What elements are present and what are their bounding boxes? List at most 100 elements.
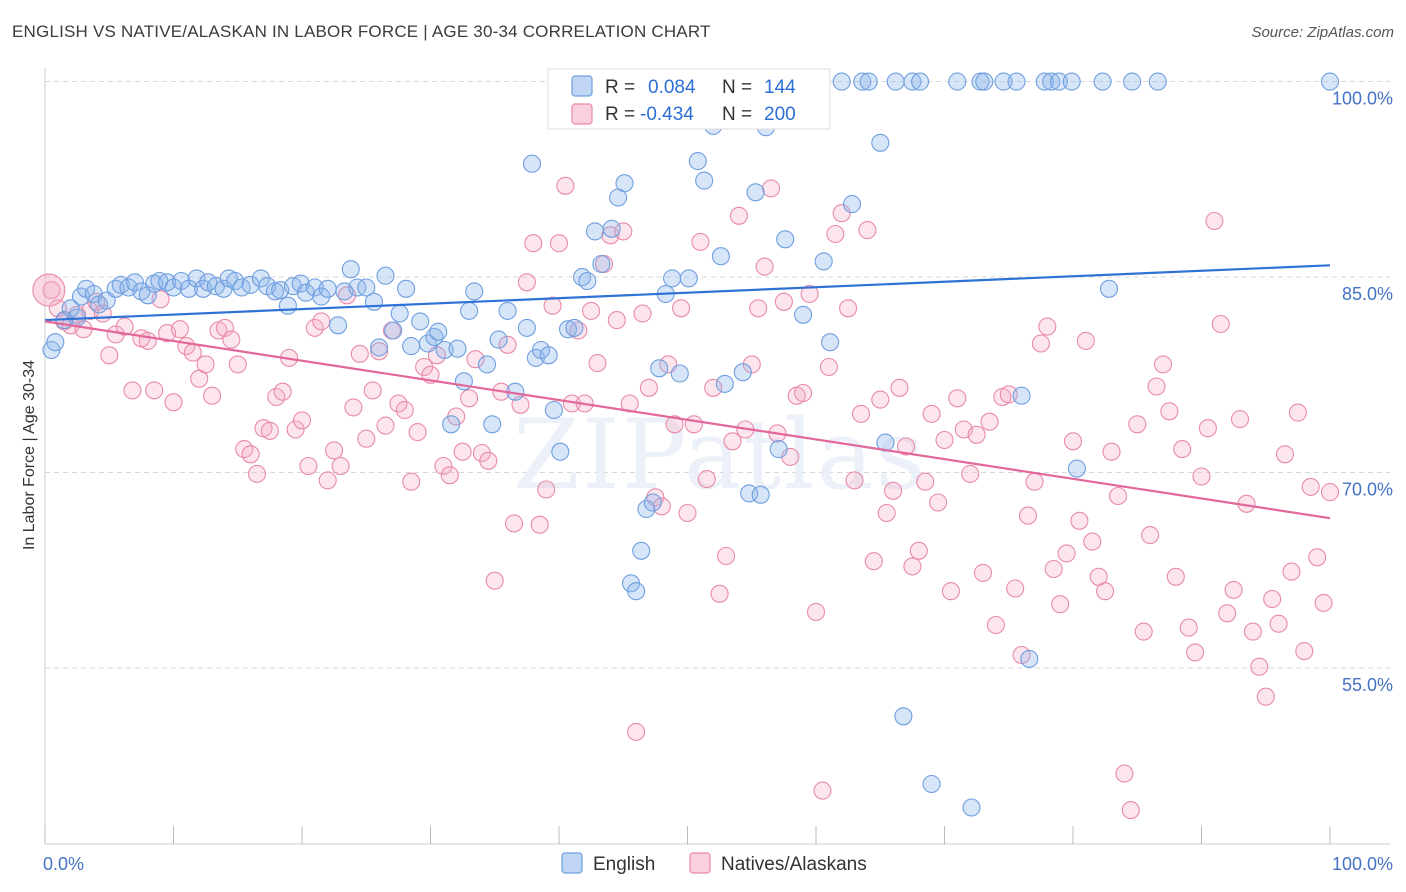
english-point xyxy=(390,304,409,323)
english-point xyxy=(483,415,502,434)
bottom-legend-english-swatch xyxy=(561,852,583,874)
native-point xyxy=(100,346,119,365)
native-point xyxy=(627,722,646,741)
native-point xyxy=(890,378,909,397)
english-point xyxy=(814,252,833,271)
native-point xyxy=(665,415,684,434)
native-point xyxy=(549,234,569,253)
native-point xyxy=(986,615,1005,635)
english-point xyxy=(296,283,315,302)
native-point xyxy=(916,472,935,491)
english-point xyxy=(522,154,542,173)
native-point xyxy=(164,393,183,412)
native-point xyxy=(980,412,999,431)
native-point xyxy=(1108,486,1128,506)
native-point xyxy=(704,378,723,397)
native-point xyxy=(691,232,710,251)
native-point xyxy=(115,317,134,336)
legend-native-n-value: 200 xyxy=(764,104,796,125)
native-point xyxy=(1269,614,1288,633)
native-point xyxy=(1205,211,1224,231)
native-point xyxy=(123,381,142,400)
native-point xyxy=(935,430,954,450)
native-point xyxy=(813,781,832,800)
native-point xyxy=(331,456,350,476)
native-point xyxy=(948,389,967,408)
native-point xyxy=(196,355,215,374)
native-point xyxy=(1314,593,1333,612)
english-point xyxy=(187,269,206,288)
english-point xyxy=(663,269,682,288)
native-point xyxy=(633,304,652,323)
native-point xyxy=(376,416,395,435)
english-point xyxy=(832,72,851,91)
english-point xyxy=(643,493,662,512)
native-point xyxy=(1218,604,1237,623)
english-point xyxy=(565,318,584,337)
native-point xyxy=(1243,622,1262,641)
english-point xyxy=(138,286,157,305)
english-point xyxy=(1012,386,1031,405)
native-point xyxy=(717,546,736,566)
english-point xyxy=(911,72,930,91)
source-label: Source: ZipAtlas.com xyxy=(1251,24,1394,41)
english-point xyxy=(364,292,384,311)
bottom-legend-native-swatch xyxy=(689,852,711,874)
watermark: ZIPatlas xyxy=(513,399,927,511)
english-point xyxy=(477,355,497,374)
native-point xyxy=(1256,687,1275,706)
y-axis-title: In Labor Force | Age 30-34 xyxy=(21,360,38,550)
english-point xyxy=(517,318,536,337)
english-point xyxy=(442,415,461,434)
english-point xyxy=(1093,72,1112,91)
native-point xyxy=(138,331,157,350)
native-point xyxy=(260,421,279,440)
y-tick-label: 85.0% xyxy=(1342,284,1393,304)
native-point xyxy=(344,398,363,417)
english-point xyxy=(411,312,430,331)
english-point xyxy=(376,266,395,285)
native-point xyxy=(504,514,524,533)
english-point xyxy=(853,72,872,91)
native-point xyxy=(42,281,61,300)
english-point xyxy=(489,330,508,349)
native-point xyxy=(247,464,267,483)
native-point xyxy=(498,335,517,354)
english-point xyxy=(821,333,840,352)
legend-english-n-label: N = xyxy=(722,77,752,98)
native-point xyxy=(517,273,536,292)
native-trend-line xyxy=(44,320,1331,520)
english-point xyxy=(733,363,752,382)
english-point xyxy=(46,333,65,352)
native-point xyxy=(871,390,890,409)
native-point xyxy=(350,344,369,363)
native-point xyxy=(1115,764,1134,783)
native-point xyxy=(774,292,793,311)
english-point xyxy=(1067,459,1086,478)
native-point xyxy=(1128,415,1147,434)
native-point xyxy=(1295,642,1314,661)
native-point xyxy=(588,354,607,373)
english-point xyxy=(418,334,437,353)
english-point xyxy=(1007,72,1026,91)
english-point xyxy=(435,340,454,360)
english-point xyxy=(578,271,597,291)
english-point xyxy=(429,322,448,341)
native-point xyxy=(222,330,241,349)
english-point xyxy=(903,72,922,91)
native-point xyxy=(684,415,703,434)
english-point xyxy=(465,282,484,301)
native-point xyxy=(672,299,691,318)
native-point xyxy=(1173,440,1192,459)
legend-english-n-value: 144 xyxy=(764,77,796,98)
native-point xyxy=(710,584,729,603)
native-point xyxy=(241,445,260,464)
english-point xyxy=(384,321,403,340)
english-point xyxy=(971,72,990,91)
native-point xyxy=(440,466,459,485)
english-point xyxy=(679,269,698,288)
native-point xyxy=(851,404,871,423)
native-point xyxy=(723,432,742,451)
english-point xyxy=(994,72,1013,91)
native-point xyxy=(1288,403,1307,422)
